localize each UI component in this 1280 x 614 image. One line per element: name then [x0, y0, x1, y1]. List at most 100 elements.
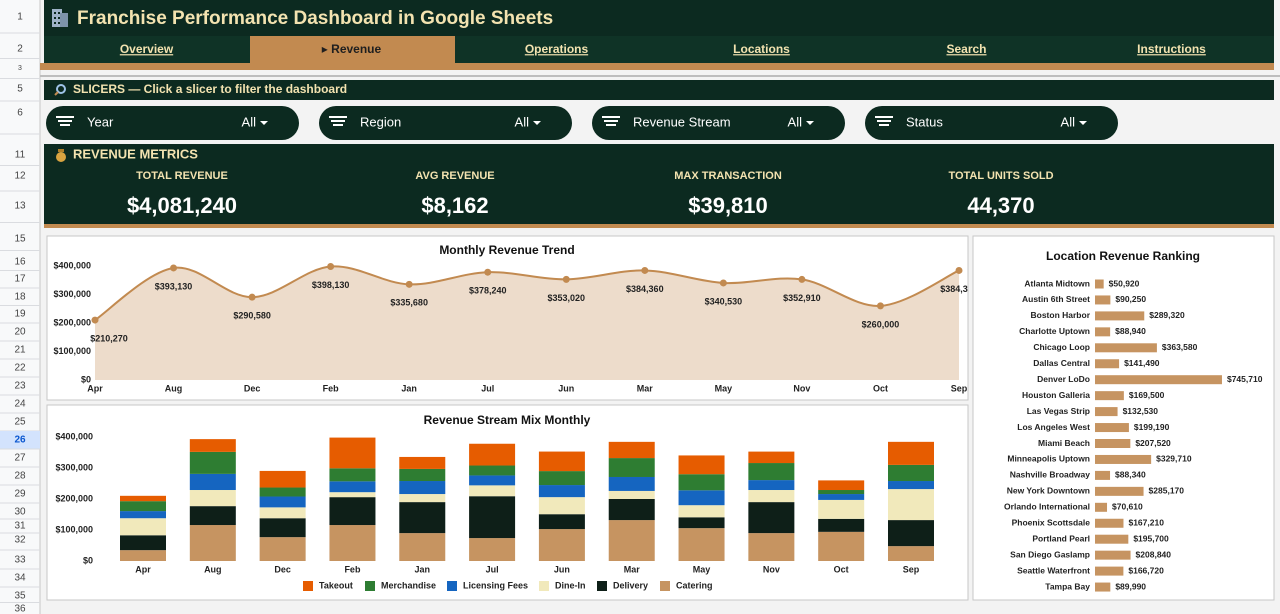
bar-segment — [608, 520, 655, 561]
bar-segment — [538, 471, 585, 486]
x-tick-label: Feb — [323, 383, 340, 393]
row-number: 29 — [14, 489, 26, 500]
slicer-header: SLICERS — Click a slicer to filter the d… — [73, 82, 347, 96]
row-number: 17 — [14, 274, 26, 285]
x-tick-label: Apr — [87, 383, 103, 393]
x-tick-label: Mar — [637, 383, 654, 393]
y-tick-label: $200,000 — [55, 493, 93, 503]
data-label: $141,490 — [1124, 358, 1160, 368]
chart-title: Location Revenue Ranking — [1046, 249, 1200, 263]
data-label: $393,130 — [155, 281, 193, 291]
bar-segment — [120, 495, 166, 502]
data-label: $199,190 — [1134, 422, 1170, 432]
money-bag-icon — [56, 149, 66, 162]
row-number: 32 — [14, 535, 26, 546]
nav-bar — [44, 36, 1274, 63]
slicer-header-bar — [44, 80, 1274, 100]
bar — [1095, 295, 1111, 305]
data-label: $335,680 — [390, 298, 428, 308]
legend-label: Delivery — [613, 580, 648, 590]
slicer[interactable] — [319, 106, 572, 140]
bar-segment — [818, 518, 865, 532]
bar-segment — [399, 468, 446, 482]
bar-segment — [538, 529, 585, 561]
bar-segment — [120, 535, 166, 551]
bar-segment — [469, 485, 516, 497]
row-number: 26 — [14, 435, 26, 446]
legend-label: Takeout — [319, 580, 353, 590]
data-label: $384,360 — [626, 284, 664, 294]
y-tick-label: $400,000 — [55, 431, 93, 441]
nav-tab[interactable]: ▸ Revenue — [322, 42, 382, 56]
nav-tab[interactable]: Operations — [525, 42, 589, 56]
x-tick-label: Jul — [481, 383, 494, 393]
data-label: $340,530 — [705, 296, 743, 306]
category-label: Las Vegas Strip — [1027, 406, 1090, 416]
category-label: Minneapolis Uptown — [1007, 454, 1090, 464]
slicer[interactable] — [865, 106, 1118, 140]
bar-segment — [329, 468, 376, 482]
metrics-panel — [44, 144, 1274, 228]
bar-segment — [678, 505, 725, 518]
row-number: 13 — [14, 201, 26, 212]
nav-tab[interactable]: Locations — [733, 42, 790, 56]
bar — [1095, 327, 1111, 337]
nav-tab[interactable]: Instructions — [1137, 42, 1206, 56]
bar — [1095, 375, 1222, 385]
slicer[interactable] — [46, 106, 299, 140]
chart-title: Revenue Stream Mix Monthly — [424, 413, 591, 427]
bar-segment — [469, 496, 516, 539]
bar-segment — [120, 518, 166, 536]
category-label: Chicago Loop — [1033, 342, 1090, 352]
bar-segment — [608, 499, 655, 521]
data-label: $384,390 — [940, 284, 978, 294]
bar-segment — [189, 506, 236, 526]
bar-segment — [259, 470, 306, 488]
bar-segment — [259, 487, 306, 497]
point — [484, 268, 492, 276]
data-label: $195,700 — [1133, 533, 1169, 543]
category-label: Los Angeles West — [1017, 422, 1090, 432]
bar-segment — [189, 525, 236, 561]
bar-segment — [888, 520, 934, 547]
x-tick-label: May — [693, 564, 711, 574]
row-number: 11 — [15, 150, 26, 161]
row-number: 25 — [14, 417, 26, 428]
nav-tab[interactable]: Overview — [120, 42, 174, 56]
bar-segment — [259, 496, 306, 508]
bar-segment — [678, 490, 725, 506]
dashboard-title: Franchise Performance Dashboard in Googl… — [77, 8, 553, 29]
slicer[interactable] — [592, 106, 845, 140]
bar — [1095, 423, 1129, 433]
kpi-label: TOTAL UNITS SOLD — [948, 170, 1053, 182]
data-label: $210,270 — [90, 333, 128, 343]
data-label: $378,240 — [469, 286, 507, 296]
data-label: $745,710 — [1227, 374, 1263, 384]
data-label: $166,720 — [1128, 565, 1164, 575]
slicer-label: Year — [87, 114, 114, 129]
legend-label: Dine-In — [555, 580, 586, 590]
x-tick-label: Feb — [344, 564, 361, 574]
row-number: 12 — [14, 171, 26, 182]
kpi-label: TOTAL REVENUE — [136, 170, 228, 182]
x-tick-label: Dec — [244, 383, 261, 393]
bar-segment — [818, 499, 865, 519]
nav-tab[interactable]: Search — [946, 42, 986, 56]
category-label: Tampa Bay — [1045, 581, 1090, 591]
dropdown-arrow — [806, 121, 814, 125]
bar-segment — [818, 494, 865, 500]
bar-segment — [608, 490, 655, 499]
bar — [1095, 279, 1104, 289]
category-label: New York Downtown — [1007, 486, 1090, 496]
x-tick-label: Apr — [135, 564, 151, 574]
legend-swatch — [365, 581, 375, 591]
point — [641, 266, 649, 274]
selected-row-header — [0, 431, 40, 449]
slicer-value: All — [242, 114, 257, 129]
x-tick-label: Jul — [486, 564, 499, 574]
bar-segment — [189, 439, 236, 452]
bar-segment — [678, 474, 725, 491]
line-chart: Monthly Revenue Trend $0 $100,000 $200,000 $… — [53, 243, 978, 393]
metrics-underline — [44, 224, 1274, 228]
bar — [1095, 359, 1120, 369]
